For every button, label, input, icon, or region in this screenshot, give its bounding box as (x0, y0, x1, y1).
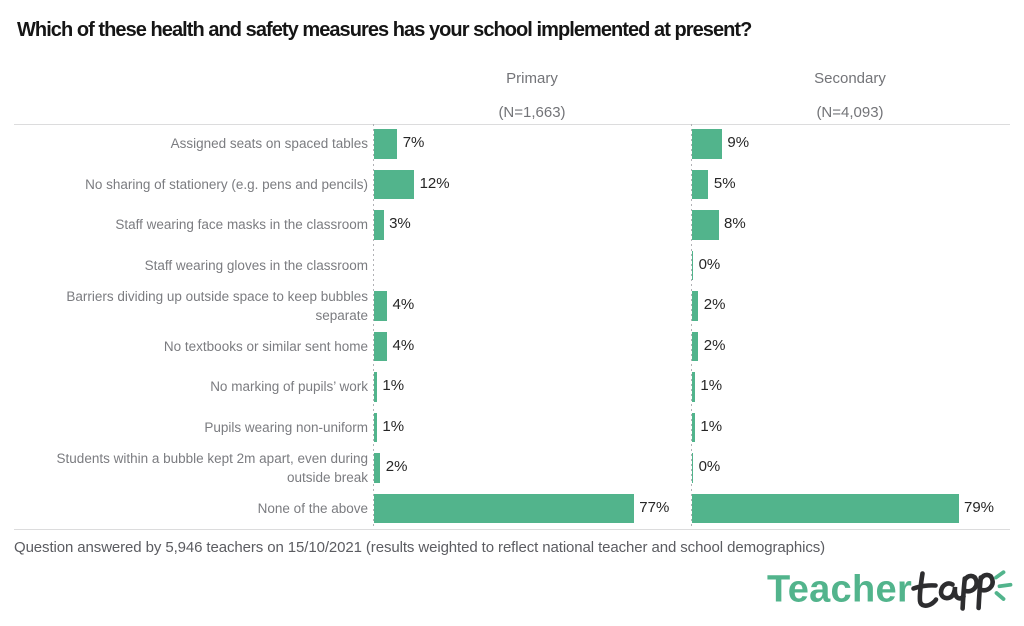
svg-text:Teacher: Teacher (767, 569, 912, 611)
